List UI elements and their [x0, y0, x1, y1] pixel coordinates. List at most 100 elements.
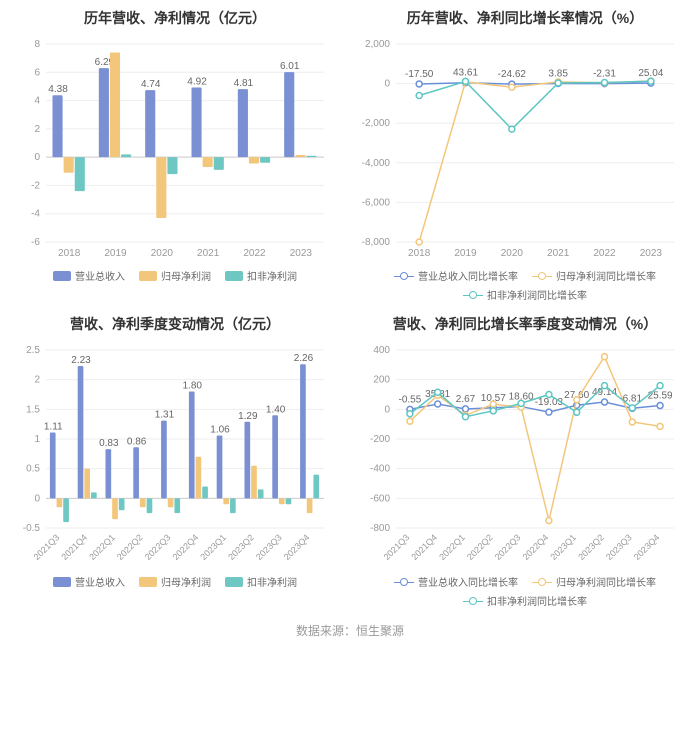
- chart-title: 营收、净利同比增长率季度变动情况（%）: [354, 314, 696, 334]
- chart-legend: 营业总收入 归母净利润 扣非净利润: [4, 574, 346, 589]
- legend-label: 扣非净利润: [247, 574, 297, 589]
- svg-text:2.67: 2.67: [456, 394, 476, 405]
- svg-text:2023: 2023: [640, 248, 663, 259]
- legend-label: 归母净利润: [161, 574, 211, 589]
- svg-text:-2,000: -2,000: [362, 118, 391, 129]
- svg-text:2: 2: [34, 124, 40, 135]
- svg-text:2021: 2021: [547, 248, 570, 259]
- panel-bottom-right: 营收、净利同比增长率季度变动情况（%） -800-600-400-2000200…: [350, 306, 700, 612]
- legend-swatch-line: [463, 290, 483, 300]
- svg-text:2022Q1: 2022Q1: [437, 532, 467, 562]
- svg-text:2021Q3: 2021Q3: [32, 532, 62, 562]
- legend-swatch-bar: [139, 271, 157, 281]
- legend-item: 扣非净利润: [225, 268, 297, 283]
- svg-text:2022Q4: 2022Q4: [521, 532, 551, 562]
- svg-text:1.40: 1.40: [266, 404, 286, 415]
- legend-swatch-line: [394, 577, 414, 587]
- svg-text:2019: 2019: [454, 248, 477, 259]
- svg-text:4.81: 4.81: [234, 78, 254, 89]
- chart-legend: 营业总收入 归母净利润 扣非净利润: [4, 268, 346, 283]
- svg-text:2021Q3: 2021Q3: [382, 532, 412, 562]
- svg-text:2023Q1: 2023Q1: [198, 532, 228, 562]
- svg-text:2022: 2022: [593, 248, 616, 259]
- chart-grid: 历年营收、净利情况（亿元） -6-4-202468201820192020202…: [0, 0, 700, 612]
- svg-text:400: 400: [373, 345, 390, 356]
- legend-swatch-bar: [53, 577, 71, 587]
- svg-text:2023Q4: 2023Q4: [632, 532, 662, 562]
- panel-top-left: 历年营收、净利情况（亿元） -6-4-202468201820192020202…: [0, 0, 350, 306]
- legend-item: 归母净利润同比增长率: [532, 268, 656, 283]
- svg-text:43.61: 43.61: [453, 68, 478, 79]
- legend-swatch-bar: [225, 271, 243, 281]
- chart-legend: 营业总收入同比增长率归母净利润同比增长率扣非净利润同比增长率: [354, 574, 696, 608]
- svg-text:-17.50: -17.50: [405, 69, 434, 80]
- svg-text:-19.03: -19.03: [535, 397, 564, 408]
- legend-label: 扣非净利润同比增长率: [487, 287, 587, 302]
- svg-text:1.80: 1.80: [182, 381, 202, 392]
- svg-text:2021: 2021: [197, 248, 220, 259]
- svg-text:-2: -2: [31, 180, 40, 191]
- legend-swatch-line: [532, 577, 552, 587]
- chart-title: 营收、净利季度变动情况（亿元）: [4, 314, 346, 334]
- legend-item: 归母净利润同比增长率: [532, 574, 656, 589]
- legend-label: 归母净利润同比增长率: [556, 268, 656, 283]
- svg-text:4.92: 4.92: [187, 77, 207, 88]
- legend-item: 扣非净利润同比增长率: [463, 593, 587, 608]
- legend-label: 扣非净利润: [247, 268, 297, 283]
- svg-text:-4: -4: [31, 209, 40, 220]
- svg-text:200: 200: [373, 375, 390, 386]
- legend-label: 扣非净利润同比增长率: [487, 593, 587, 608]
- svg-text:2023Q3: 2023Q3: [604, 532, 634, 562]
- svg-text:2021Q4: 2021Q4: [409, 532, 439, 562]
- svg-text:-24.62: -24.62: [498, 69, 527, 80]
- svg-text:2020: 2020: [501, 248, 524, 259]
- svg-text:2: 2: [34, 375, 40, 386]
- legend-item: 营业总收入同比增长率: [394, 268, 518, 283]
- svg-text:6.01: 6.01: [280, 61, 300, 72]
- legend-label: 归母净利润: [161, 268, 211, 283]
- svg-text:-8,000: -8,000: [362, 237, 391, 248]
- svg-text:2022Q3: 2022Q3: [493, 532, 523, 562]
- legend-label: 营业总收入: [75, 574, 125, 589]
- svg-text:0.86: 0.86: [127, 436, 147, 447]
- svg-text:0: 0: [34, 152, 40, 163]
- svg-text:2022Q4: 2022Q4: [171, 532, 201, 562]
- svg-text:2020: 2020: [151, 248, 174, 259]
- svg-text:-0.55: -0.55: [399, 394, 422, 405]
- svg-text:2019: 2019: [104, 248, 127, 259]
- svg-text:-200: -200: [370, 434, 390, 445]
- svg-text:2022Q3: 2022Q3: [143, 532, 173, 562]
- svg-text:-4,000: -4,000: [362, 158, 391, 169]
- chart-legend: 营业总收入同比增长率 归母净利润同比增长率扣非净利润同比增长率: [354, 268, 696, 302]
- legend-item: 营业总收入: [53, 574, 125, 589]
- legend-swatch-bar: [53, 271, 71, 281]
- svg-text:1.06: 1.06: [210, 424, 230, 435]
- legend-swatch-bar: [139, 577, 157, 587]
- legend-item: 归母净利润: [139, 268, 211, 283]
- svg-text:2.23: 2.23: [71, 355, 91, 366]
- legend-label: 营业总收入: [75, 268, 125, 283]
- svg-text:-400: -400: [370, 464, 390, 475]
- svg-text:-6,000: -6,000: [362, 197, 391, 208]
- svg-text:2,000: 2,000: [365, 39, 390, 50]
- svg-text:1.31: 1.31: [155, 410, 175, 421]
- chart-plot: -8,000-6,000-4,000-2,00002,0002018201920…: [354, 34, 696, 264]
- legend-item: 扣非净利润: [225, 574, 297, 589]
- chart-plot: -0.500.511.522.52021Q32021Q42022Q12022Q2…: [4, 340, 346, 570]
- svg-text:2023Q3: 2023Q3: [254, 532, 284, 562]
- legend-item: 营业总收入同比增长率: [394, 574, 518, 589]
- svg-text:2.26: 2.26: [294, 353, 314, 364]
- legend-label: 营业总收入同比增长率: [418, 574, 518, 589]
- svg-text:2023Q1: 2023Q1: [548, 532, 578, 562]
- svg-text:1.5: 1.5: [26, 404, 40, 415]
- legend-swatch-line: [532, 271, 552, 281]
- svg-text:1.11: 1.11: [44, 421, 63, 432]
- chart-plot: -6-4-2024682018201920202021202220234.386…: [4, 34, 346, 264]
- svg-text:3.85: 3.85: [548, 69, 568, 80]
- svg-text:-6: -6: [31, 237, 40, 248]
- svg-text:2022: 2022: [243, 248, 266, 259]
- svg-text:2023Q2: 2023Q2: [226, 532, 256, 562]
- legend-item: 营业总收入: [53, 268, 125, 283]
- svg-text:1.29: 1.29: [238, 411, 258, 422]
- svg-text:2022Q1: 2022Q1: [87, 532, 117, 562]
